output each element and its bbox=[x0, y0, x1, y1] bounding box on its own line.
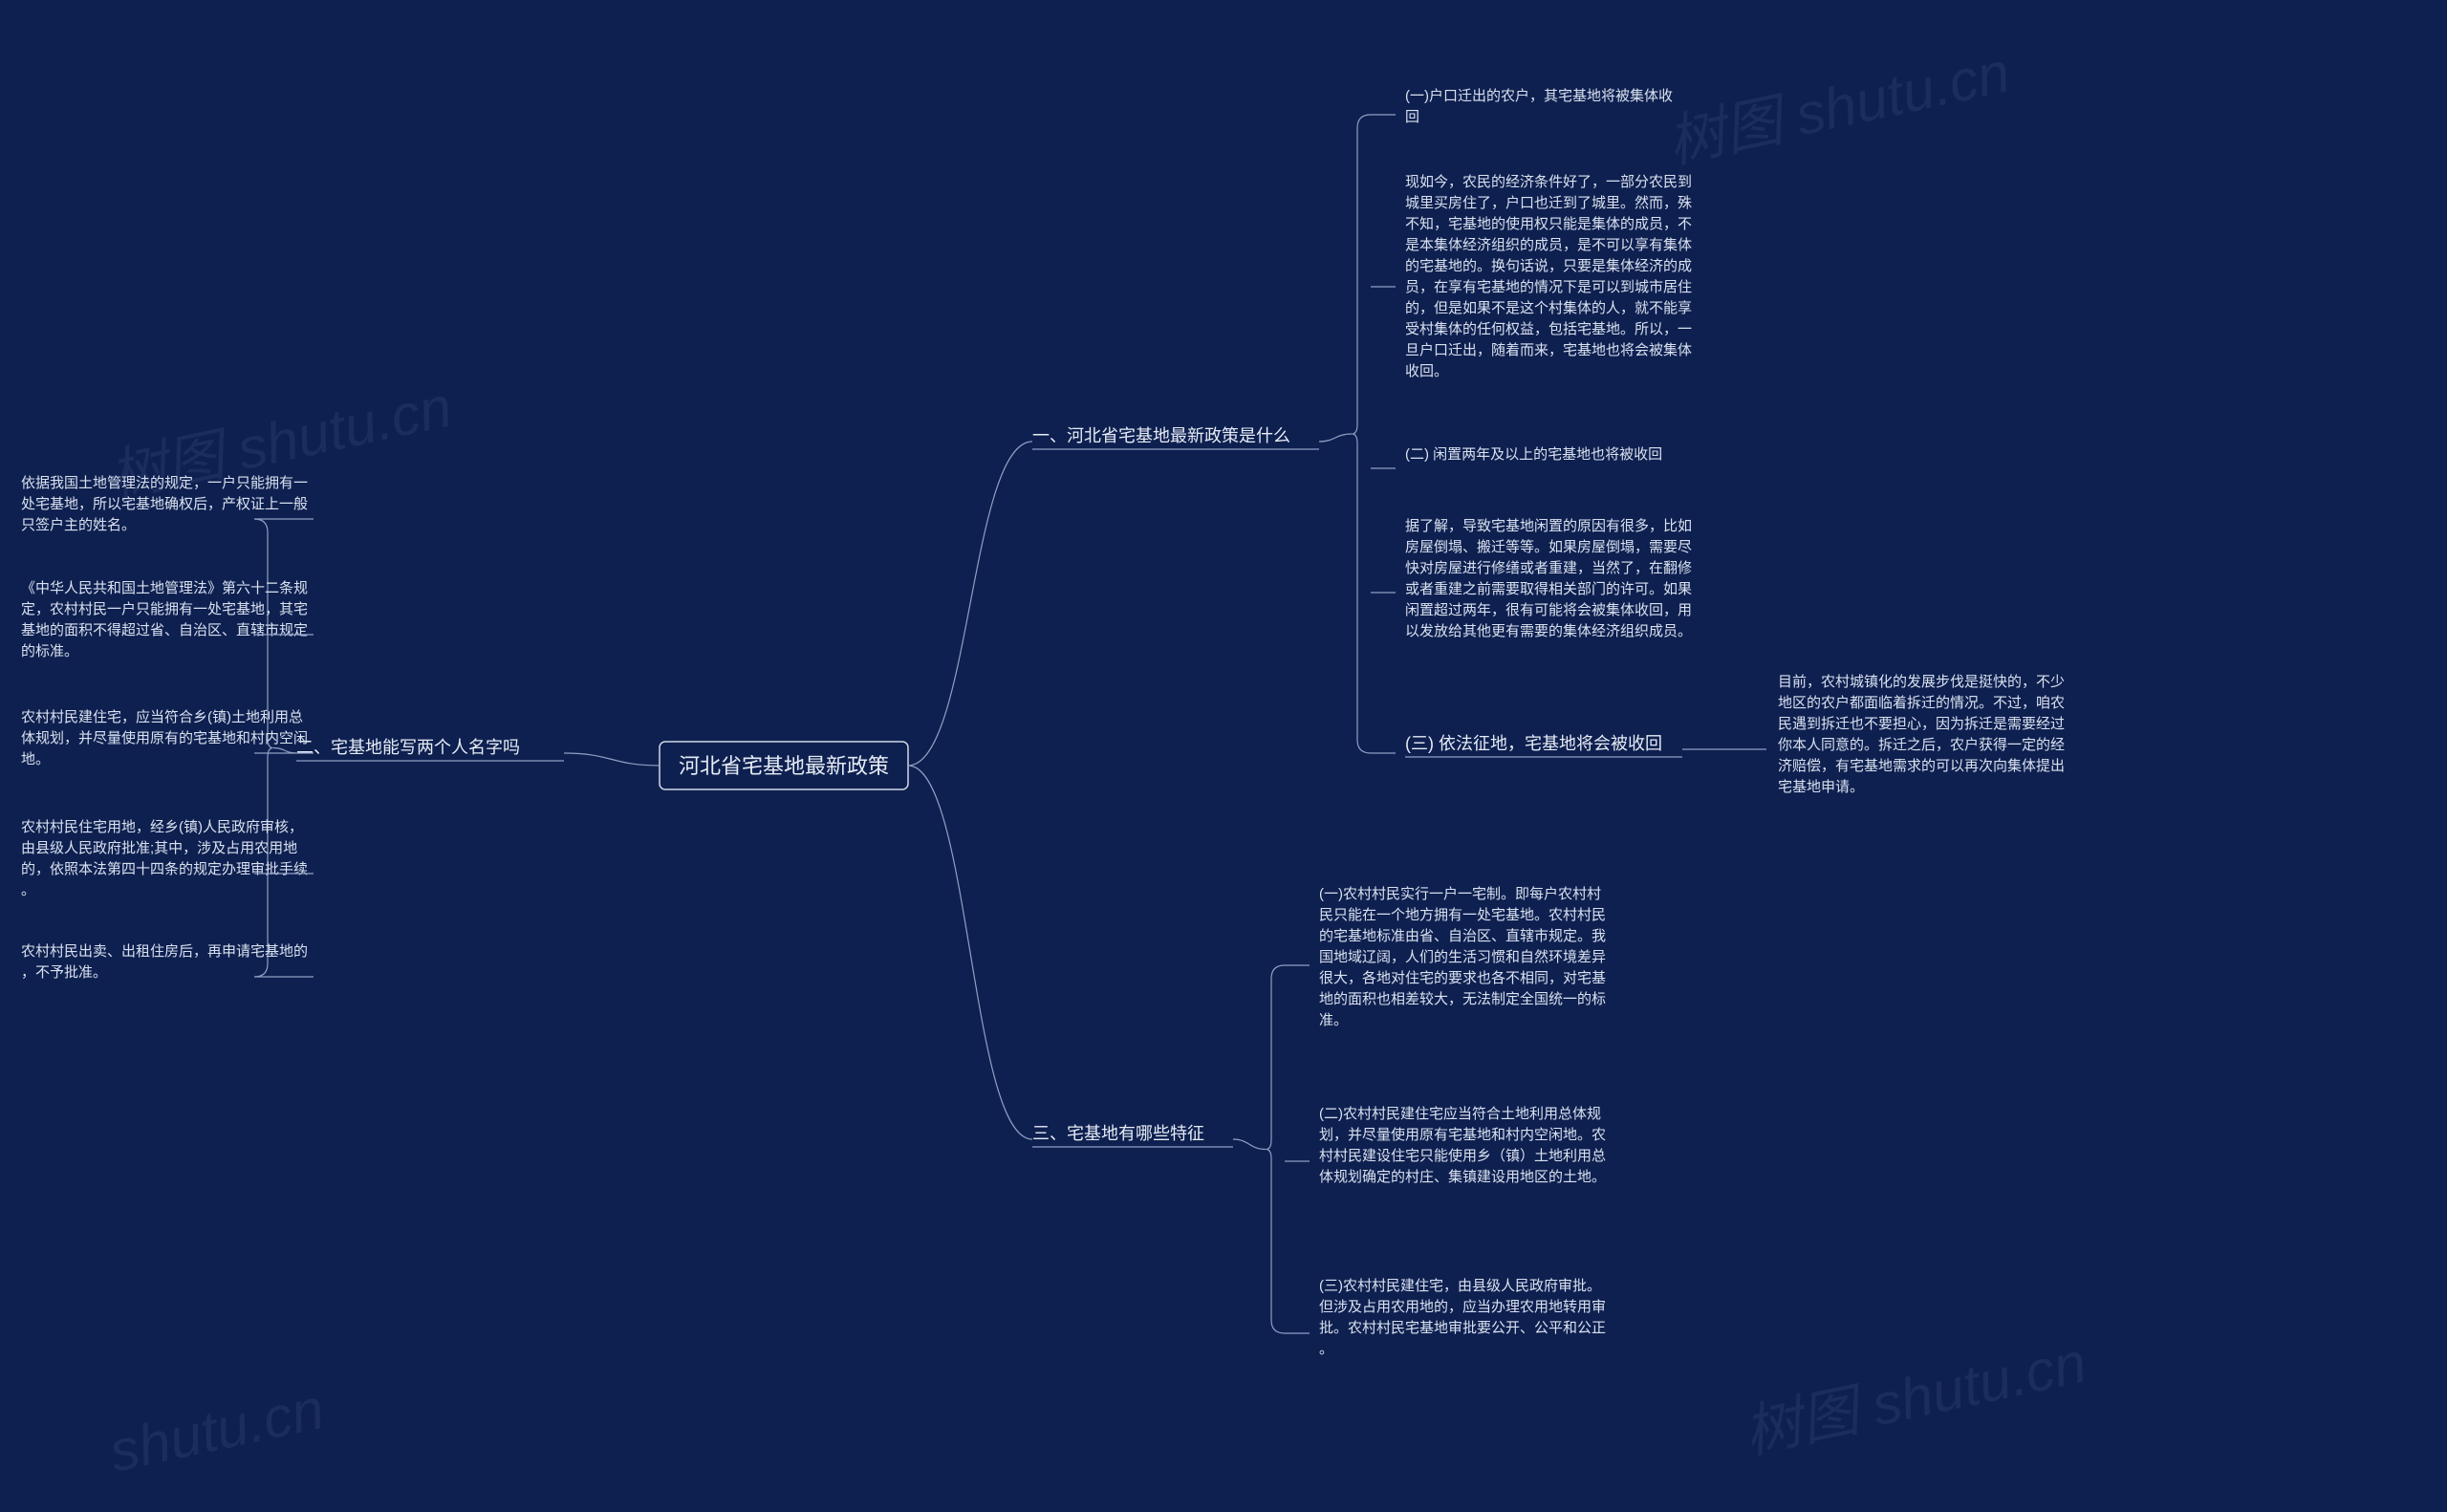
leaf: 农村村民住宅用地，经乡(镇)人民政府审核，由县级人民政府批准;其中，涉及占用农用… bbox=[21, 819, 308, 898]
leaf: 农村村民出卖、出租住房后，再申请宅基地的，不予批准。 bbox=[21, 943, 308, 981]
leaf: 据了解，导致宅基地闲置的原因有很多，比如房屋倒塌、搬迁等等。如果房屋倒塌，需要尽… bbox=[1405, 518, 1692, 639]
branch-label: 二、宅基地能写两个人名字吗 bbox=[296, 738, 520, 757]
connector bbox=[908, 442, 1032, 766]
leaf: (一)农村村民实行一户一宅制。即每户农村村民只能在一个地方拥有一处宅基地。农村村… bbox=[1319, 886, 1606, 1028]
branch-label: 三、宅基地有哪些特征 bbox=[1032, 1124, 1204, 1143]
leaf: (二)农村村民建住宅应当符合土地利用总体规划，并尽量使用原有宅基地和村内空闲地。… bbox=[1319, 1105, 1606, 1185]
watermark: 树图 shutu.cn bbox=[1739, 1330, 2091, 1465]
leaf: (三)农村村民建住宅，由县级人民政府审批。但涉及占用农用地的，应当办理农用地转用… bbox=[1319, 1278, 1606, 1357]
leaf: 目前，农村城镇化的发展步伐是挺快的，不少地区的农户都面临着拆迁的情况。不过，咱农… bbox=[1778, 674, 2065, 795]
bracket bbox=[1266, 965, 1285, 1333]
watermark: shutu.cn bbox=[104, 1376, 330, 1484]
leaf: (二) 闲置两年及以上的宅基地也将被收回 bbox=[1405, 446, 1662, 463]
leaf: 农村村民建住宅，应当符合乡(镇)土地利用总体规划，并尽量使用原有的宅基地和村内空… bbox=[21, 708, 308, 767]
leaf: (一)户口迁出的农户，其宅基地将被集体收回 bbox=[1405, 88, 1673, 125]
mindmap-canvas: 树图 shutu.cn树图 shutu.cn树图 shutu.cnshutu.c… bbox=[0, 0, 2447, 1512]
root-label: 河北省宅基地最新政策 bbox=[679, 754, 889, 778]
leaf: 现如今，农民的经济条件好了，一部分农民到城里买房住了，户口也迁到了城里。然而，殊… bbox=[1405, 174, 1692, 379]
watermark: 树图 shutu.cn bbox=[1662, 40, 2015, 175]
bracket bbox=[1352, 115, 1371, 753]
subbranch-label: (三) 依法征地，宅基地将会被收回 bbox=[1405, 734, 1662, 753]
leaf: 依据我国土地管理法的规定，一户只能拥有一处宅基地，所以宅基地确权后，产权证上一般… bbox=[21, 475, 308, 533]
leaf: 《中华人民共和国土地管理法》第六十二条规定，农村村民一户只能拥有一处宅基地，其宅… bbox=[21, 579, 308, 659]
connector bbox=[1233, 1139, 1266, 1150]
connector bbox=[1319, 434, 1352, 442]
branch-label: 一、河北省宅基地最新政策是什么 bbox=[1032, 426, 1290, 445]
connector bbox=[564, 753, 660, 766]
connector bbox=[908, 766, 1032, 1139]
connector bbox=[273, 748, 296, 754]
